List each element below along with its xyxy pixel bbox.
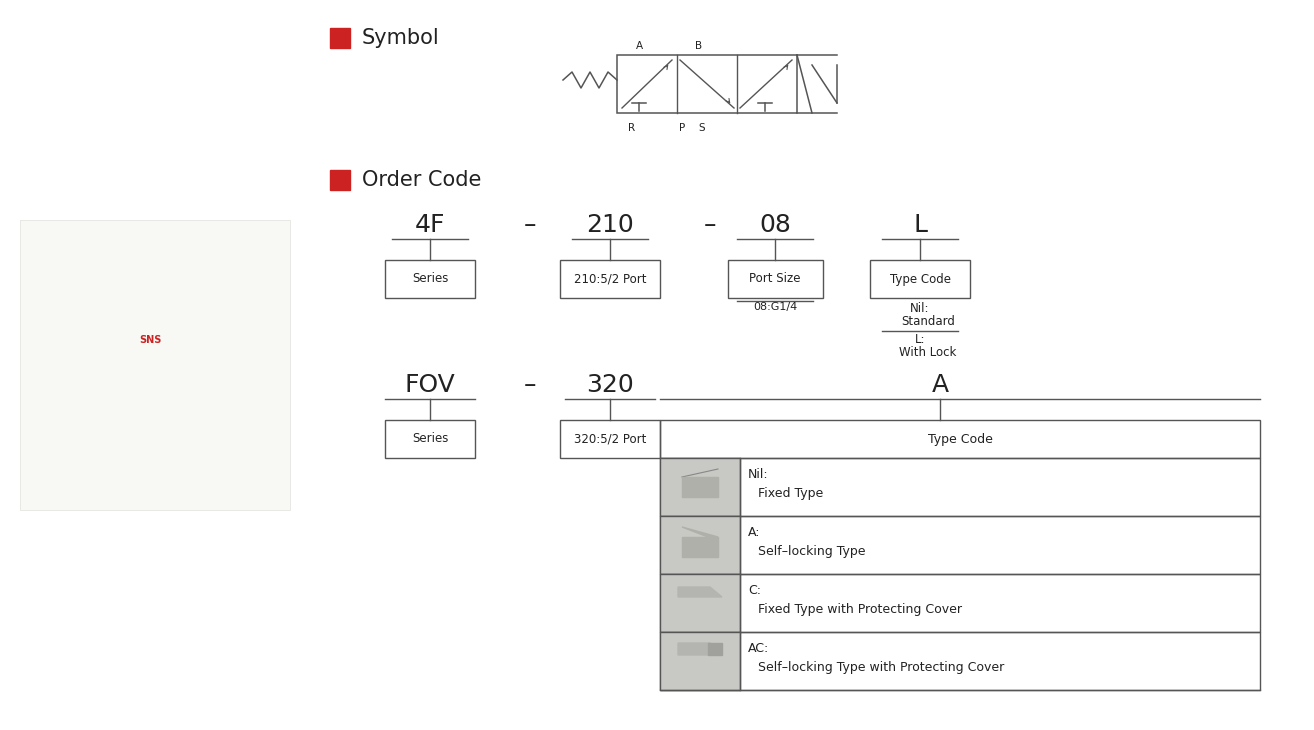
Bar [660,516,740,574]
Text: Self–locking Type with Protecting Cover: Self–locking Type with Protecting Cover [758,661,1004,675]
Bar [660,516,1260,574]
Text: L:: L: [915,333,925,346]
Text: Nil:: Nil: [748,467,769,480]
Bar [660,632,1260,690]
Bar [385,260,474,298]
Text: 210:5/2 Port: 210:5/2 Port [574,272,646,285]
Text: 4F: 4F [415,213,445,237]
Bar [560,420,660,458]
Polygon shape [708,643,721,655]
Bar [660,420,1260,458]
Polygon shape [682,477,717,497]
Text: Series: Series [411,432,448,445]
Text: Fixed Type: Fixed Type [758,488,824,501]
Bar [560,260,660,298]
Bar [660,574,1260,632]
Text: SNS: SNS [139,335,162,345]
Bar [660,458,740,516]
Text: C:: C: [748,583,761,596]
Polygon shape [678,643,721,655]
Text: B: B [695,41,703,51]
Text: With Lock: With Lock [899,346,957,359]
Text: 320: 320 [586,373,633,397]
Text: AC:: AC: [748,642,769,655]
Text: Fixed Type with Protecting Cover: Fixed Type with Protecting Cover [758,604,962,617]
Text: Symbol: Symbol [361,28,440,48]
Bar [660,632,740,690]
Text: 320:5/2 Port: 320:5/2 Port [574,432,646,445]
Text: Standard: Standard [901,315,955,328]
Text: Type Code: Type Code [890,272,950,285]
Polygon shape [678,587,721,597]
Text: A: A [932,373,949,397]
Text: –: – [704,213,716,237]
Text: 08: 08 [759,213,791,237]
Polygon shape [678,597,721,613]
Bar [660,458,1260,516]
Text: –: – [524,373,536,397]
Bar [330,170,350,190]
Text: Series: Series [411,272,448,285]
Bar [618,55,798,113]
Bar [385,420,474,458]
Text: Type Code: Type Code [928,432,992,445]
Text: A: A [636,41,643,51]
Text: L: L [913,213,926,237]
Polygon shape [678,655,721,671]
Bar [660,574,740,632]
Text: Self–locking Type: Self–locking Type [758,545,866,558]
Polygon shape [682,527,717,537]
Bar [728,260,823,298]
Text: Port Size: Port Size [749,272,800,285]
Text: –: – [524,213,536,237]
Text: R: R [628,123,636,133]
Text: P: P [679,123,685,133]
Text: 08:G1/4: 08:G1/4 [753,302,798,312]
Polygon shape [682,537,717,557]
Text: A:: A: [748,526,761,539]
Text: FOV: FOV [405,373,456,397]
Bar [20,220,290,510]
Text: Nil:: Nil: [911,302,930,315]
Text: S: S [699,123,706,133]
Text: 210: 210 [586,213,633,237]
Bar [870,260,970,298]
Text: Order Code: Order Code [361,170,481,190]
Bar [330,28,350,48]
